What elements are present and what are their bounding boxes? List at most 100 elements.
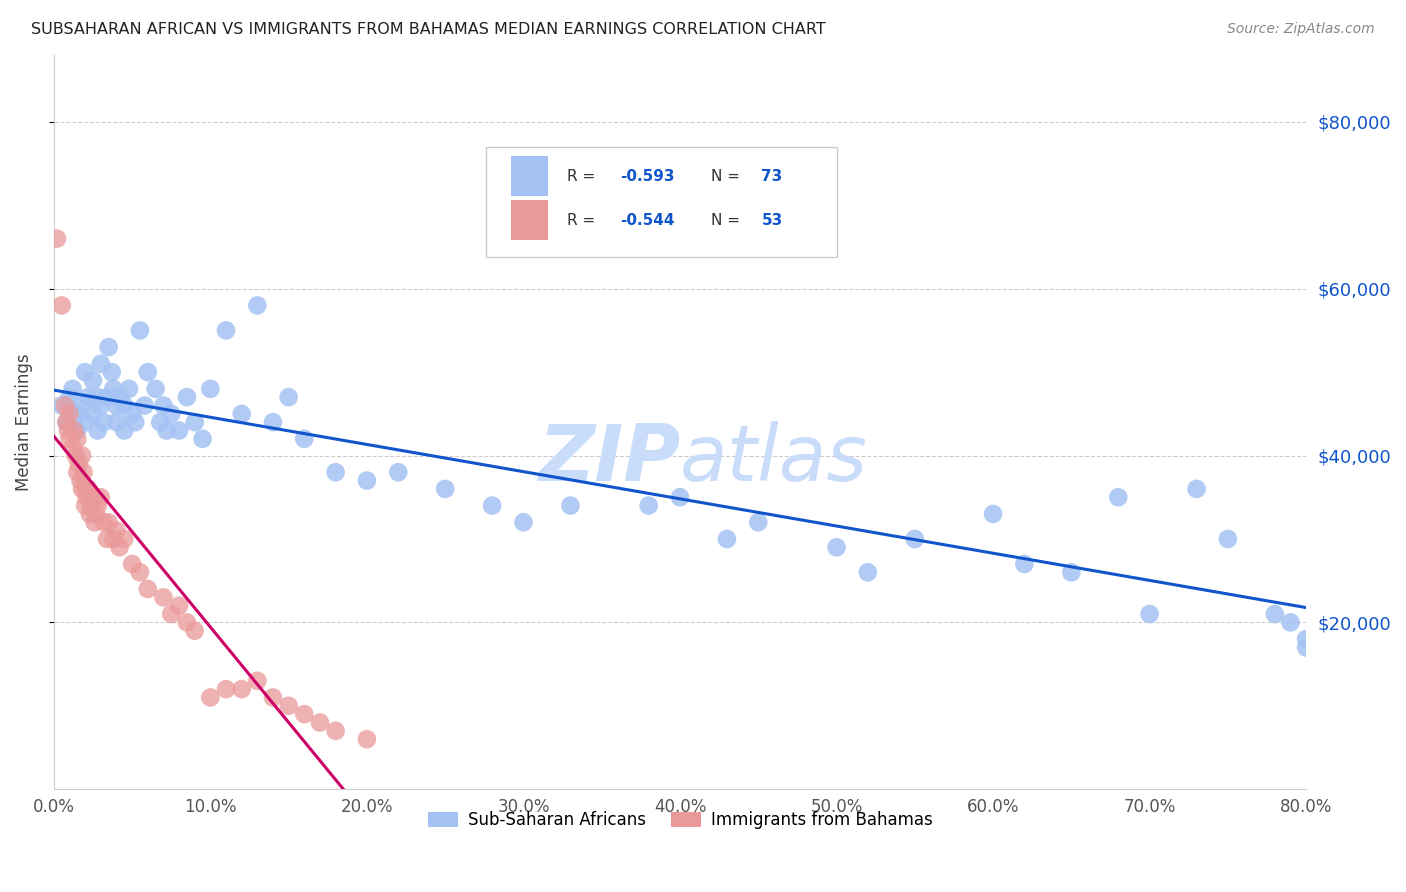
Point: [716, 532, 738, 546]
Point: [75, 415, 97, 429]
Point: [1014, 557, 1036, 571]
Point: [93, 516, 115, 530]
Point: [152, 399, 174, 413]
Point: [103, 532, 125, 546]
Point: [215, 682, 238, 697]
Point: [55, 415, 77, 429]
Point: [155, 424, 177, 438]
Point: [121, 557, 143, 571]
Point: [76, 490, 98, 504]
Point: [86, 499, 108, 513]
Point: [82, 374, 104, 388]
Point: [747, 516, 769, 530]
Point: [277, 698, 299, 713]
Point: [51, 298, 73, 312]
Text: SUBSAHARAN AFRICAN VS IMMIGRANTS FROM BAHAMAS MEDIAN EARNINGS CORRELATION CHART: SUBSAHARAN AFRICAN VS IMMIGRANTS FROM BA…: [31, 22, 825, 37]
Point: [191, 432, 214, 446]
Point: [183, 624, 205, 638]
Text: R =: R =: [567, 169, 600, 184]
Point: [152, 591, 174, 605]
Point: [183, 415, 205, 429]
Point: [46, 232, 69, 246]
Point: [1295, 632, 1317, 646]
Point: [82, 490, 104, 504]
Point: [356, 474, 378, 488]
Point: [58, 390, 80, 404]
Point: [86, 424, 108, 438]
Point: [105, 399, 128, 413]
Point: [904, 532, 927, 546]
Point: [200, 690, 222, 705]
Point: [637, 499, 659, 513]
Point: [669, 490, 692, 504]
Text: R =: R =: [567, 213, 600, 227]
Point: [70, 482, 93, 496]
Point: [136, 365, 159, 379]
Text: N =: N =: [711, 213, 745, 227]
Text: atlas: atlas: [681, 421, 868, 497]
Point: [231, 407, 253, 421]
Point: [1279, 615, 1302, 630]
Point: [69, 474, 91, 488]
Y-axis label: Median Earnings: Median Earnings: [15, 353, 32, 491]
Point: [1295, 640, 1317, 655]
Point: [103, 382, 125, 396]
Point: [145, 382, 167, 396]
Point: [67, 457, 90, 471]
Point: [129, 566, 152, 580]
Point: [75, 482, 97, 496]
Point: [149, 415, 172, 429]
Legend: Sub-Saharan Africans, Immigrants from Bahamas: Sub-Saharan Africans, Immigrants from Ba…: [420, 805, 939, 836]
Point: [53, 399, 76, 413]
Point: [56, 424, 79, 438]
Point: [97, 516, 120, 530]
Point: [118, 382, 141, 396]
Point: [105, 524, 128, 538]
Point: [481, 499, 503, 513]
Point: [129, 323, 152, 337]
Point: [136, 582, 159, 596]
Point: [97, 340, 120, 354]
Point: [277, 390, 299, 404]
Text: N =: N =: [711, 169, 745, 184]
Point: [512, 516, 534, 530]
Point: [160, 607, 183, 621]
Point: [77, 390, 100, 404]
Point: [65, 449, 87, 463]
Point: [62, 440, 84, 454]
Point: [66, 432, 89, 446]
Point: [1139, 607, 1161, 621]
Point: [66, 424, 89, 438]
Text: Source: ZipAtlas.com: Source: ZipAtlas.com: [1227, 22, 1375, 37]
Point: [70, 399, 93, 413]
Point: [356, 732, 378, 747]
Point: [387, 465, 409, 479]
Point: [84, 507, 107, 521]
Point: [309, 715, 332, 730]
Point: [58, 432, 80, 446]
Point: [1185, 482, 1208, 496]
Point: [176, 615, 198, 630]
Point: [108, 541, 131, 555]
Point: [51, 399, 73, 413]
Point: [200, 382, 222, 396]
Point: [246, 298, 269, 312]
Point: [82, 407, 104, 421]
Text: ZIP: ZIP: [537, 421, 681, 497]
Point: [70, 449, 93, 463]
Point: [90, 357, 112, 371]
Point: [856, 566, 879, 580]
Point: [124, 415, 146, 429]
Point: [55, 415, 77, 429]
Point: [167, 424, 190, 438]
Point: [108, 390, 131, 404]
Point: [66, 465, 89, 479]
Point: [58, 407, 80, 421]
Point: [100, 365, 122, 379]
Point: [981, 507, 1004, 521]
Point: [66, 407, 89, 421]
Text: 73: 73: [762, 169, 783, 184]
Text: -0.593: -0.593: [620, 169, 675, 184]
Point: [75, 499, 97, 513]
Point: [231, 682, 253, 697]
